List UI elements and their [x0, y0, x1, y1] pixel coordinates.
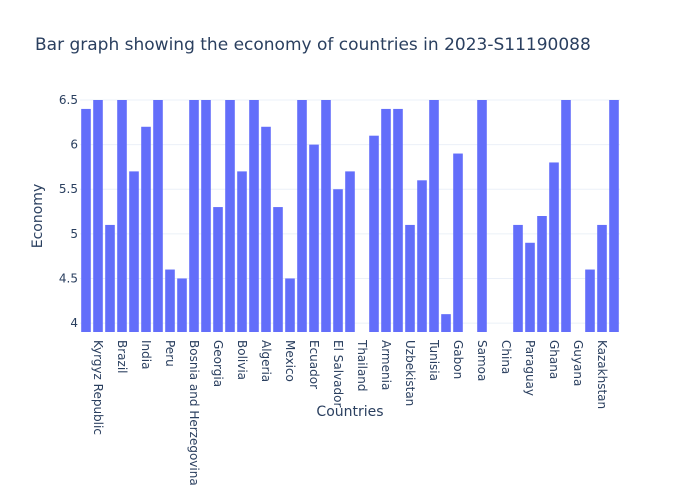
bar	[453, 153, 463, 332]
bar	[477, 100, 487, 332]
bar	[129, 171, 139, 332]
bar	[189, 100, 199, 332]
x-tick-label: El Salvador	[331, 340, 345, 407]
chart-title: Bar graph showing the economy of countri…	[35, 35, 591, 55]
y-tick-label: 6.5	[59, 93, 78, 107]
bar	[165, 269, 175, 332]
bar	[417, 180, 427, 332]
bar	[441, 314, 451, 332]
y-tick-label: 6	[70, 138, 78, 152]
x-tick-label: Armenia	[379, 340, 393, 390]
bar	[345, 171, 355, 332]
x-axis-label: Countries	[316, 404, 383, 420]
x-tick-label: Tunisia	[427, 339, 441, 381]
bar	[273, 207, 283, 332]
bar	[237, 171, 247, 332]
x-tick-label: Georgia	[211, 340, 225, 387]
bar	[393, 108, 403, 332]
x-tick-label: Thailand	[355, 339, 369, 392]
bar	[213, 207, 223, 332]
y-axis-label: Economy	[30, 184, 46, 248]
x-tick-label: Bolivia	[235, 340, 249, 380]
x-tick-label: Brazil	[115, 340, 129, 374]
bar	[321, 100, 331, 332]
x-tick-label: Peru	[163, 340, 177, 367]
bar	[93, 100, 103, 332]
bar	[261, 126, 271, 332]
bar	[597, 224, 607, 332]
bar	[609, 100, 619, 332]
bar	[429, 100, 439, 332]
y-tick-label: 5	[70, 227, 78, 241]
x-tick-label: Bosnia and Herzegovina	[187, 340, 201, 486]
x-tick-label: Kazakhstan	[595, 340, 609, 409]
bar	[297, 100, 307, 332]
bar	[81, 108, 91, 332]
bar	[333, 189, 343, 332]
y-tick-label: 4.5	[59, 271, 78, 285]
x-tick-label: Gabon	[451, 340, 465, 379]
x-tick-label: Ghana	[547, 340, 561, 379]
bar	[405, 224, 415, 332]
bar	[201, 100, 211, 332]
bar	[141, 126, 151, 332]
bar	[105, 224, 115, 332]
x-tick-label: Uzbekistan	[403, 340, 417, 406]
x-tick-label: Kyrgyz Republic	[91, 340, 105, 435]
bar	[513, 224, 523, 332]
bar	[117, 100, 127, 332]
bar	[525, 242, 535, 332]
x-tick-label: Algeria	[259, 340, 273, 382]
x-tick-label: India	[139, 340, 153, 369]
bar	[537, 216, 547, 332]
bar	[489, 332, 499, 368]
y-tick-label: 4	[70, 316, 78, 330]
x-tick-label: Ecuador	[307, 340, 321, 389]
bar	[285, 278, 295, 332]
bar	[549, 162, 559, 332]
x-tick-label: Guyana	[571, 340, 585, 386]
bar	[465, 332, 475, 368]
x-tick-label: Mexico	[283, 340, 297, 382]
bars	[81, 100, 619, 368]
bar	[225, 100, 235, 332]
y-tick-label: 5.5	[59, 182, 78, 196]
bar	[381, 108, 391, 332]
x-tick-label: Samoa	[475, 340, 489, 381]
bar	[309, 144, 319, 332]
bar	[585, 269, 595, 332]
bar	[249, 100, 259, 332]
bar	[177, 278, 187, 332]
bar	[153, 100, 163, 332]
bar	[369, 135, 379, 332]
x-tick-label: Paraguay	[523, 340, 537, 396]
bar	[561, 100, 571, 332]
x-tick-label: China	[499, 340, 513, 374]
